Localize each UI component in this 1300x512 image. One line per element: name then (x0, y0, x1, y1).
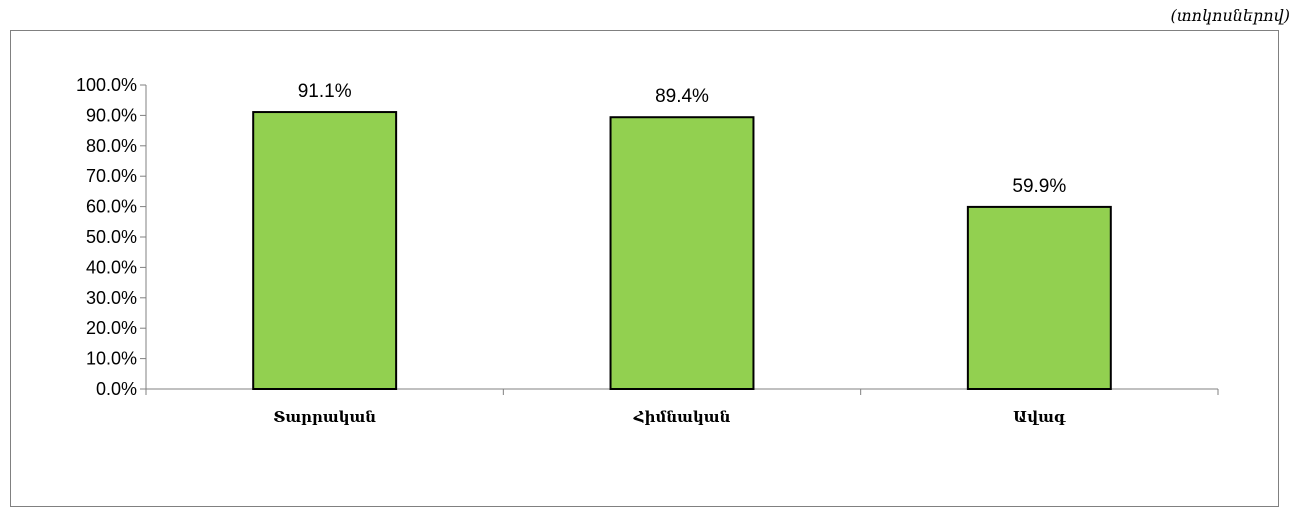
y-tick-label: 90.0% (86, 105, 137, 125)
category-label: Հիմնական (633, 408, 731, 426)
y-tick-label: 10.0% (86, 349, 137, 369)
category-label: Տարրական (273, 408, 376, 426)
bar (966, 205, 1112, 390)
y-tick-label: 50.0% (86, 227, 137, 247)
data-label: 59.9% (1012, 176, 1066, 197)
category-label: Ավագ (1013, 408, 1066, 426)
y-axis: 0.0% 10.0% 20.0% 30.0% 40.0% 50.0% 60.0% 70.0% 8… (76, 75, 147, 399)
bars: 91.1% 89.4% 59.9% (252, 81, 1112, 390)
y-tick-label: 100.0% (76, 75, 137, 95)
bar (252, 111, 398, 390)
data-label: 91.1% (298, 81, 352, 102)
x-axis: Տարրական Հիմնական Ավագ (145, 388, 1219, 426)
unit-note: (տոկոսներով) (1170, 6, 1290, 25)
data-label: 89.4% (655, 86, 709, 107)
y-tick-label: 60.0% (86, 197, 137, 217)
bar (609, 116, 755, 390)
y-tick-label: 70.0% (86, 166, 137, 186)
y-tick-label: 30.0% (86, 288, 137, 308)
y-tick-label: 40.0% (86, 257, 137, 277)
y-tick-label: 0.0% (96, 379, 137, 399)
y-tick-label: 20.0% (86, 318, 137, 338)
y-tick-label: 80.0% (86, 136, 137, 156)
